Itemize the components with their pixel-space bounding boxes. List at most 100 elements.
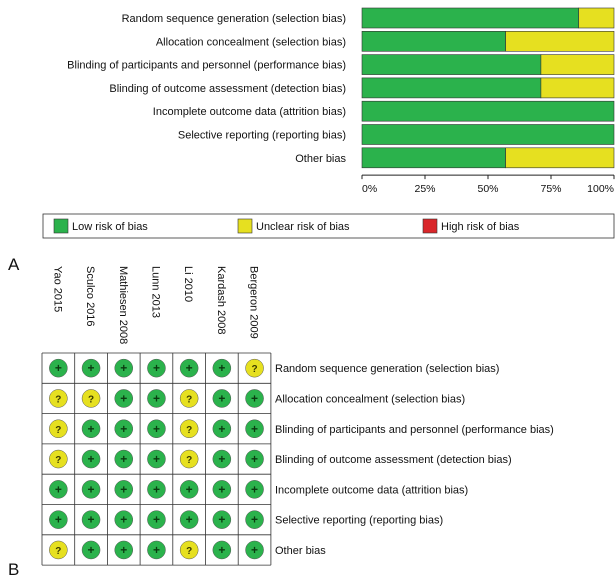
judgement-low-icon <box>245 449 264 469</box>
judgement-symbol: + <box>251 482 258 496</box>
bar-unclear <box>540 77 615 99</box>
category-label: Blinding of participants and personnel (… <box>67 60 346 72</box>
judgement-low-icon <box>179 358 199 378</box>
judgement-symbol: + <box>153 452 160 466</box>
judgement-low-icon <box>245 419 264 438</box>
judgement-symbol: + <box>251 543 258 557</box>
judgement-unclear-icon <box>81 389 101 408</box>
judgement-low-icon <box>49 510 68 529</box>
judgement-unclear-icon <box>49 389 68 408</box>
judgement-symbol: + <box>120 543 127 557</box>
judgement-symbol: ? <box>251 364 257 375</box>
judgement-low-icon <box>81 449 101 469</box>
judgement-symbol: + <box>88 452 95 466</box>
judgement-low-icon <box>81 480 101 499</box>
domain-label: Incomplete outcome data (attrition bias) <box>275 484 468 496</box>
judgement-symbol: + <box>88 482 95 496</box>
judgement-symbol: + <box>55 361 62 375</box>
category-label: Incomplete outcome data (attrition bias) <box>153 106 346 118</box>
judgement-low-icon <box>212 540 232 560</box>
judgement-symbol: + <box>120 452 127 466</box>
judgement-low-icon <box>114 480 133 499</box>
x-tick-label: 0% <box>362 183 377 195</box>
judgement-unclear-icon <box>49 449 68 469</box>
study-label: Lunn 2013 <box>149 266 161 318</box>
judgement-symbol: + <box>153 361 160 375</box>
judgement-symbol: + <box>251 513 258 527</box>
judgement-symbol: + <box>251 422 258 436</box>
domain-label: Selective reporting (reporting bias) <box>275 515 443 527</box>
legend-label: Low risk of bias <box>72 221 148 233</box>
judgement-unclear-icon <box>245 358 264 378</box>
legend-label: High risk of bias <box>441 221 520 233</box>
judgement-symbol: + <box>88 513 95 527</box>
judgement-low-icon <box>147 540 166 560</box>
judgement-unclear-icon <box>49 540 68 560</box>
judgement-low-icon <box>114 419 133 438</box>
judgement-low-icon <box>81 419 101 438</box>
judgement-low-icon <box>81 540 101 560</box>
category-label: Random sequence generation (selection bi… <box>122 13 346 25</box>
domain-label: Random sequence generation (selection bi… <box>275 363 499 375</box>
judgement-symbol: + <box>186 482 193 496</box>
panel-b-label: B <box>8 560 19 579</box>
judgement-symbol: + <box>186 361 193 375</box>
domain-label: Other bias <box>275 545 326 557</box>
judgement-low-icon <box>49 358 68 378</box>
judgement-symbol: ? <box>186 394 192 405</box>
judgement-low-icon <box>147 480 166 499</box>
judgement-symbol: + <box>186 513 193 527</box>
judgement-symbol: ? <box>55 455 61 466</box>
study-label: Mathiesen 2008 <box>117 266 129 344</box>
judgement-symbol: + <box>153 422 160 436</box>
judgement-low-icon <box>147 419 166 438</box>
bar-low <box>361 54 542 75</box>
legend-box <box>42 213 615 239</box>
judgement-low-icon <box>179 510 199 529</box>
judgement-symbol: ? <box>186 455 192 466</box>
judgement-low-icon <box>81 510 101 529</box>
risk-of-bias-graph: Random sequence generation (selection bi… <box>67 7 615 195</box>
judgement-low-icon <box>147 389 166 408</box>
judgement-symbol: ? <box>55 425 61 436</box>
judgement-symbol: + <box>218 452 225 466</box>
judgement-unclear-icon <box>179 419 199 438</box>
judgement-symbol: + <box>120 361 127 375</box>
bar-unclear <box>505 30 615 52</box>
x-tick-label: 100% <box>587 183 614 195</box>
judgement-symbol: + <box>153 391 160 405</box>
judgement-symbol: ? <box>88 394 94 405</box>
legend-swatch-unclear <box>237 218 253 234</box>
judgement-unclear-icon <box>179 449 199 469</box>
category-label: Other bias <box>295 153 346 165</box>
judgement-low-icon <box>212 480 232 499</box>
judgement-symbol: + <box>218 513 225 527</box>
judgement-low-icon <box>147 358 166 378</box>
judgement-unclear-icon <box>49 419 68 438</box>
judgement-low-icon <box>212 389 232 408</box>
judgement-low-icon <box>212 358 232 378</box>
judgement-symbol: + <box>120 422 127 436</box>
judgement-symbol: + <box>88 361 95 375</box>
study-label: Kardash 2008 <box>215 266 227 335</box>
judgement-low-icon <box>212 449 232 469</box>
judgement-low-icon <box>212 419 232 438</box>
judgement-low-icon <box>49 480 68 499</box>
judgement-low-icon <box>245 510 264 529</box>
category-label: Allocation concealment (selection bias) <box>156 36 346 48</box>
judgement-symbol: + <box>251 391 258 405</box>
study-label: Bergeron 2009 <box>248 266 260 339</box>
judgement-low-icon <box>81 358 101 378</box>
x-tick-label: 75% <box>540 183 561 195</box>
bar-low <box>361 100 615 122</box>
category-label: Blinding of outcome assessment (detectio… <box>109 83 346 95</box>
legend-swatch-high <box>422 218 438 234</box>
judgement-symbol: ? <box>186 425 192 436</box>
judgement-symbol: ? <box>55 394 61 405</box>
judgement-symbol: + <box>120 482 127 496</box>
study-label: Li 2010 <box>182 266 194 302</box>
category-label: Selective reporting (reporting bias) <box>178 130 346 142</box>
judgement-low-icon <box>114 358 133 378</box>
judgement-low-icon <box>147 510 166 529</box>
